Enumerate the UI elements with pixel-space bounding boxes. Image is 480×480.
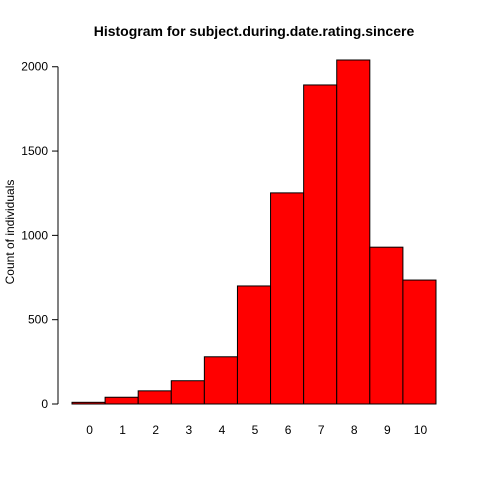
x-tick-label: 10 [414, 423, 428, 437]
bar-2 [137, 390, 172, 405]
x-tick-label: 1 [119, 423, 126, 437]
x-tick-label: 6 [285, 423, 292, 437]
x-tick-label: 5 [252, 423, 259, 437]
x-tick-label: 9 [384, 423, 391, 437]
x-tick-label: 7 [318, 423, 325, 437]
y-axis: 0 500 1000 1500 2000 [21, 60, 59, 411]
x-tick-label: 2 [152, 423, 159, 437]
x-axis-ticks: 0 1 2 3 4 5 6 7 8 9 10 [86, 423, 427, 437]
bar-5 [236, 285, 272, 405]
bar-10 [402, 279, 437, 405]
bar-7 [303, 84, 338, 405]
y-axis-label: Count of individuals [3, 180, 17, 285]
y-tick-label: 2000 [21, 60, 48, 74]
y-tick-label: 1500 [21, 144, 48, 158]
x-tick-label: 4 [219, 423, 226, 437]
y-tick-label: 500 [28, 313, 48, 327]
y-tick-label: 1000 [21, 228, 48, 242]
bar-0 [71, 401, 106, 405]
bar-8 [336, 59, 371, 405]
x-tick-label: 3 [185, 423, 192, 437]
bar-1 [104, 396, 139, 405]
bar-3 [170, 380, 205, 405]
bar-4 [203, 356, 238, 405]
y-tick-label: 0 [41, 397, 48, 411]
chart-title: Histogram for subject.during.date.rating… [94, 23, 415, 39]
bar-9 [369, 246, 404, 405]
bar-6 [270, 192, 305, 405]
bars [71, 59, 437, 405]
x-tick-label: 8 [351, 423, 358, 437]
x-tick-label: 0 [86, 423, 93, 437]
